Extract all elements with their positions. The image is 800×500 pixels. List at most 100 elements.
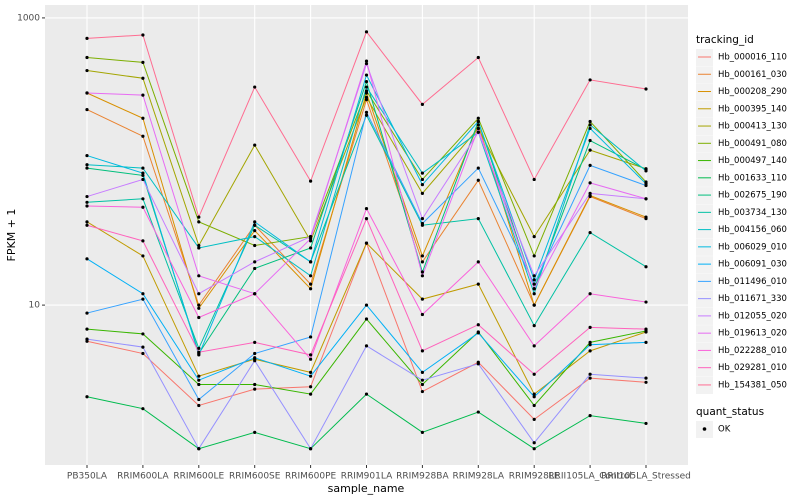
data-point <box>420 382 424 387</box>
shape-legend-title: quant_status <box>696 406 764 418</box>
x-tick-label: RRII105LA_Control <box>548 472 631 482</box>
data-point <box>420 370 424 374</box>
data-point <box>197 353 201 357</box>
data-point <box>476 178 480 182</box>
data-point <box>253 229 257 233</box>
legend-label: Hb_001633_110 <box>718 173 787 183</box>
data-point <box>532 274 536 278</box>
data-point <box>420 102 424 106</box>
data-point <box>253 351 257 356</box>
data-point <box>532 417 536 421</box>
data-point <box>141 93 145 97</box>
data-point <box>85 166 89 170</box>
legend-label: Hb_000161_030 <box>718 70 787 80</box>
data-point <box>420 389 424 394</box>
data-point <box>644 340 648 344</box>
data-point <box>532 254 536 258</box>
data-point <box>420 430 424 434</box>
data-point <box>85 339 89 343</box>
x-tick-label: RRIM600LE <box>173 472 224 482</box>
data-point <box>532 392 536 396</box>
data-point <box>532 234 536 239</box>
data-point <box>141 407 145 411</box>
data-point <box>532 344 536 348</box>
data-point <box>197 243 201 248</box>
legend-label: Hb_000413_130 <box>718 122 787 132</box>
x-tick-label: RRIM901LA <box>341 472 393 482</box>
data-point <box>420 171 424 175</box>
data-point <box>197 374 201 378</box>
data-point <box>253 220 257 224</box>
data-point <box>420 260 424 264</box>
x-tick-label: RRIM928LA <box>453 472 505 482</box>
data-point <box>197 220 201 224</box>
data-point <box>85 91 89 95</box>
data-point <box>588 292 592 296</box>
data-point <box>476 123 480 127</box>
data-point <box>141 60 145 64</box>
data-point <box>476 323 480 327</box>
data-point <box>364 110 369 114</box>
data-point <box>588 126 592 131</box>
data-point <box>476 130 480 134</box>
data-point <box>420 349 424 353</box>
x-tick-label: RRIM600SE <box>229 472 281 482</box>
x-tick-label: RRIM928LE <box>509 472 560 482</box>
data-point <box>476 55 480 60</box>
legend-label: Hb_011671_330 <box>718 294 787 304</box>
data-point <box>420 191 424 195</box>
data-point <box>253 382 257 387</box>
data-point <box>141 345 145 349</box>
legend-label: Hb_004156_060 <box>718 225 787 235</box>
data-point <box>141 116 145 120</box>
data-point <box>588 148 592 152</box>
legend-label: Hb_000395_140 <box>718 104 787 114</box>
data-point <box>141 177 145 182</box>
data-point <box>588 138 592 143</box>
data-point <box>85 395 89 399</box>
legend-label: Hb_154381_050 <box>718 380 787 390</box>
y-axis-title: FPKM + 1 <box>5 209 18 262</box>
data-point <box>588 414 592 418</box>
legend-label: Hb_000491_080 <box>718 139 787 149</box>
data-point <box>644 376 648 380</box>
data-point <box>364 303 369 307</box>
x-tick-label: RRII105LA_Stressed <box>601 472 691 482</box>
data-point <box>588 119 592 124</box>
data-point <box>85 311 89 315</box>
data-point <box>253 292 257 296</box>
legend-label: Hb_002675_190 <box>718 191 787 201</box>
data-point <box>197 246 201 250</box>
data-point <box>364 344 369 348</box>
data-point <box>197 274 201 278</box>
data-point <box>588 181 592 185</box>
data-point <box>85 68 89 73</box>
data-point <box>364 97 369 102</box>
data-point <box>141 351 145 356</box>
x-axis-title: sample_name <box>328 482 405 495</box>
data-point <box>141 239 145 243</box>
data-point <box>85 36 89 40</box>
data-point <box>532 395 536 399</box>
data-point <box>644 87 648 91</box>
data-point <box>364 85 369 89</box>
legend-label: Hb_022288_010 <box>718 346 787 356</box>
legend-label: Hb_011496_010 <box>718 277 787 287</box>
data-point <box>532 292 536 296</box>
data-point <box>588 340 592 344</box>
data-point <box>85 337 89 341</box>
data-point <box>85 327 89 331</box>
legend-title: tracking_id <box>696 34 754 46</box>
data-point <box>364 73 369 77</box>
x-tick-label: PB350LA <box>67 472 108 482</box>
data-point <box>253 359 257 363</box>
data-point <box>364 217 369 221</box>
data-point <box>309 287 313 291</box>
legend-label: Hb_003734_130 <box>718 208 787 218</box>
data-point <box>85 204 89 208</box>
data-point <box>197 447 201 451</box>
data-point <box>141 292 145 296</box>
data-point <box>420 221 424 226</box>
data-point <box>309 374 313 378</box>
